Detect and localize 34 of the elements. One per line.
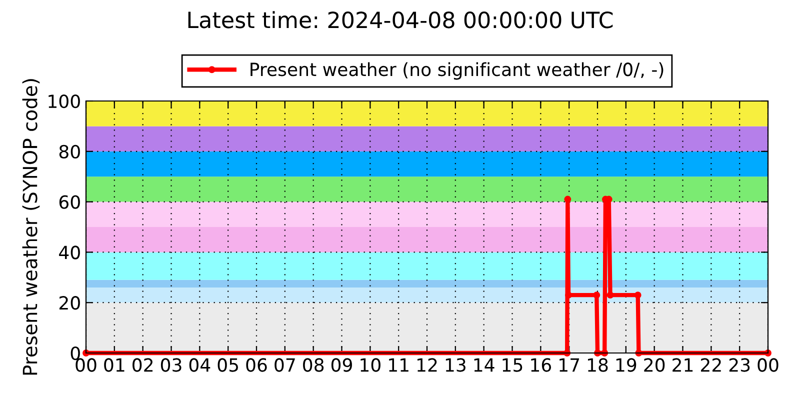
x-tick-label: 23 [729, 358, 750, 372]
x-tick-label: 07 [274, 358, 295, 372]
x-tick-label: 19 [616, 358, 636, 372]
x-tick-label: 11 [389, 358, 408, 372]
x-tick-label: 02 [132, 358, 153, 372]
x-tick-label: 18 [588, 358, 608, 372]
x-tick-label: 01 [104, 358, 124, 372]
x-tick-label: 05 [218, 358, 238, 372]
x-tick-label: 21 [672, 358, 693, 372]
x-tick-label: 08 [303, 358, 324, 372]
x-tick-label: 22 [701, 358, 721, 372]
legend-label: Present weather (no significant weather /0/, -) [250, 62, 664, 80]
y-axis-title: Present weather (SYNOP code) [22, 79, 40, 375]
x-tick-label: 13 [446, 358, 466, 372]
y-tick-label: 40 [59, 246, 80, 260]
y-tick-label: 80 [59, 144, 80, 159]
x-tick-label: 20 [644, 358, 665, 372]
y-tick-label: 60 [59, 195, 80, 209]
y-tick-label: 0 [70, 346, 80, 360]
x-tick-label: 17 [560, 358, 580, 372]
y-tick-label: 100 [48, 94, 80, 108]
x-tick-label: 10 [360, 358, 380, 372]
x-tick-label: 00 [76, 358, 96, 372]
x-tick-label: 16 [531, 358, 552, 372]
x-tick-label: 00 [758, 358, 778, 372]
x-tick-label: 15 [502, 358, 522, 372]
x-tick-label: 14 [474, 358, 494, 372]
chart-title: Latest time: 2024-04-08 00:00:00 UTC [188, 11, 613, 28]
x-tick-label: 12 [417, 358, 437, 372]
x-tick-label: 04 [189, 358, 210, 372]
x-tick-label: 09 [331, 358, 352, 372]
x-tick-label: 03 [160, 358, 182, 372]
y-tick-label: 20 [59, 296, 80, 310]
x-tick-label: 06 [246, 358, 267, 372]
